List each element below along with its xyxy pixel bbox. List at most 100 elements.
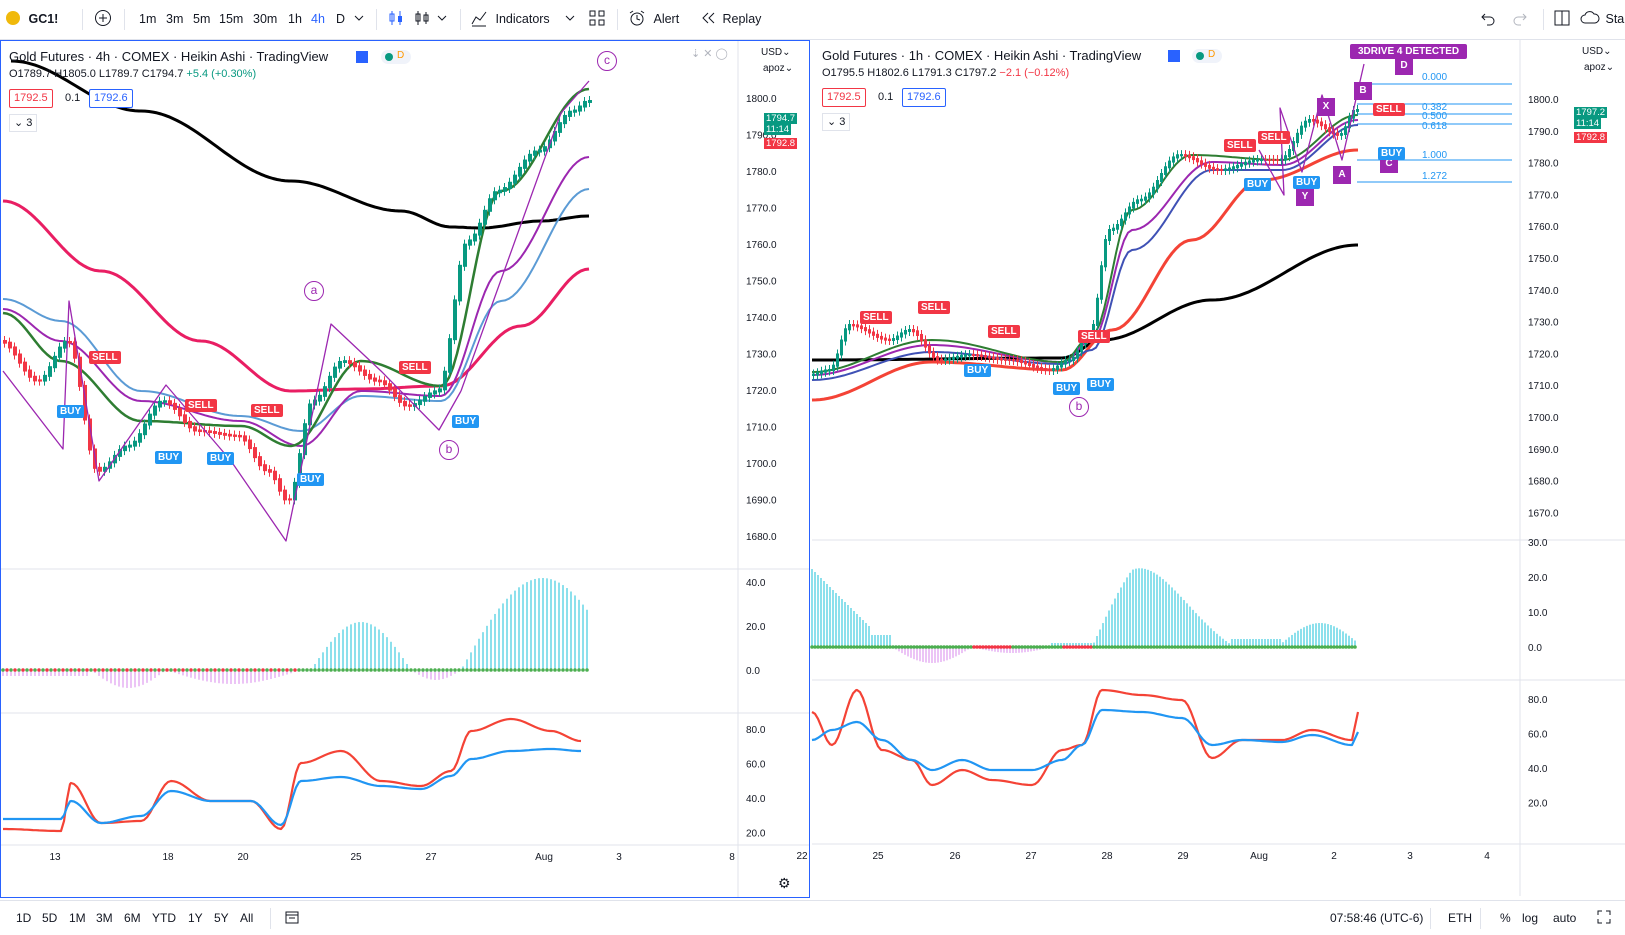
right-candle [1304, 120, 1307, 128]
left-candle [228, 433, 232, 437]
left-zero-dot [1, 668, 5, 672]
publish-button[interactable]: Sta [1580, 0, 1624, 39]
right-sell-price-button[interactable]: 1792.5 [822, 88, 866, 107]
layout-icon[interactable] [1553, 0, 1571, 39]
sell-signal: SELL [399, 361, 431, 374]
right-zero-dot [1095, 645, 1099, 649]
left-candle [493, 191, 497, 201]
left-zero-dot [13, 668, 17, 672]
left-currency-selector[interactable]: USD⌄ [761, 47, 791, 58]
log-scale-toggle[interactable]: log [1522, 911, 1539, 925]
left-candle [243, 435, 247, 442]
right-zero-dot [1209, 645, 1213, 649]
fib-level-1272: 1.272 [1422, 171, 1448, 182]
left-scale-mode[interactable]: apoz⌄ [763, 63, 794, 74]
right-indicators-toggle[interactable]: ⌄ 3 [822, 113, 851, 131]
left-time-tick: Aug [535, 852, 553, 863]
right-currency-selector[interactable]: USD⌄ [1582, 46, 1612, 57]
auto-scale-toggle[interactable]: auto [1553, 911, 1577, 925]
fullscreen-icon[interactable] [1596, 901, 1612, 935]
left-flag-icon[interactable] [356, 51, 368, 63]
left-candle [418, 399, 422, 406]
right-zero-dot [894, 645, 898, 649]
right-price-tick: 1800.0 [1528, 95, 1559, 106]
left-buy-price-button[interactable]: 1792.6 [89, 89, 133, 108]
interval-1m[interactable]: 1m [139, 12, 157, 26]
interval-1h[interactable]: 1h [288, 12, 302, 26]
indicators-chevron-icon[interactable] [565, 0, 575, 39]
left-zero-dot [349, 668, 353, 672]
replay-button[interactable]: Replay [700, 0, 761, 39]
right-zero-dot [936, 645, 940, 649]
alert-button[interactable]: Alert [628, 0, 679, 39]
right-buy-price-button[interactable]: 1792.6 [902, 88, 946, 107]
left-zero-dot [305, 668, 309, 672]
session-selector[interactable]: ETH [1448, 911, 1472, 925]
templates-grid-icon[interactable] [588, 0, 606, 39]
percent-scale-toggle[interactable]: % [1500, 911, 1511, 925]
right-zero-dot [924, 645, 928, 649]
right-candle [840, 339, 843, 356]
clock-timezone[interactable]: 07:58:46 (UTC-6) [1330, 911, 1424, 925]
right-zero-dot [1119, 645, 1123, 649]
right-zero-dot [846, 645, 850, 649]
right-time-tick: 4 [1484, 851, 1490, 862]
chevron-down-icon: ⌄ [827, 116, 837, 128]
left-zero-dot [201, 668, 205, 672]
range-6M[interactable]: 6M [124, 911, 141, 925]
range-1M[interactable]: 1M [69, 911, 86, 925]
left-zero-dot [177, 668, 181, 672]
left-candle [103, 466, 107, 472]
right-zero-dot [1023, 645, 1027, 649]
range-5Y[interactable]: 5Y [214, 911, 229, 925]
interval-4h[interactable]: 4h [311, 12, 325, 26]
range-3M[interactable]: 3M [96, 911, 113, 925]
left-chart-canvas[interactable]: 1800.0 1790.0 1780.0 1770.0 1760.0 1750.0 1740… [1, 41, 809, 897]
left-sell-price-button[interactable]: 1792.5 [9, 89, 53, 108]
interval-D[interactable]: D [336, 12, 346, 26]
left-candle [138, 433, 142, 443]
candles-icon[interactable] [413, 0, 431, 39]
right-zero-dot [1263, 645, 1267, 649]
right-zero-dot [1047, 645, 1051, 649]
right-flag-icon[interactable] [1168, 50, 1180, 62]
interval-3m[interactable]: 3m [166, 12, 184, 26]
interval-15m[interactable]: 15m [219, 12, 244, 26]
interval-dropdown-chevron-icon[interactable] [354, 0, 364, 39]
range-1D[interactable]: 1D [16, 911, 32, 925]
range-All[interactable]: All [240, 911, 254, 925]
chart-type-chevron-icon[interactable] [437, 0, 447, 39]
left-candle [458, 264, 462, 302]
right-candle [972, 354, 975, 357]
left-pane-controls[interactable]: ⇣ ✕ ◯ [691, 48, 728, 60]
right-scale-mode[interactable]: apoz⌄ [1584, 62, 1615, 73]
left-settings-gear-icon[interactable]: ⚙ [778, 875, 791, 891]
range-1Y[interactable]: 1Y [188, 911, 203, 925]
right-chart-canvas[interactable]: 1800.0 1790.0 1780.0 1770.0 1760.0 1750.0 1740… [796, 40, 1625, 896]
bar-style-icon[interactable] [387, 0, 405, 39]
right-zero-dot [1137, 645, 1141, 649]
symbol-search-button[interactable]: GC1! [6, 0, 58, 39]
right-zero-dot [1020, 645, 1024, 649]
compare-add-icon[interactable] [94, 0, 112, 39]
left-zero-dot [581, 668, 585, 672]
right-rsi-tick: 40.0 [1528, 764, 1548, 775]
right-candle [1352, 109, 1355, 119]
right-candle [892, 338, 895, 341]
date-range-calendar-icon[interactable] [284, 901, 300, 935]
left-candle [583, 100, 587, 108]
right-candle [1232, 166, 1235, 170]
right-osc-tick: 0.0 [1528, 643, 1542, 654]
redo-icon[interactable] [1512, 0, 1528, 39]
interval-30m[interactable]: 30m [253, 12, 278, 26]
range-5D[interactable]: 5D [42, 911, 58, 925]
interval-5m[interactable]: 5m [193, 12, 211, 26]
right-chart-pane[interactable]: 1800.0 1790.0 1780.0 1770.0 1760.0 1750.0 1740… [796, 40, 1625, 898]
right-candle [1296, 132, 1299, 144]
range-YTD[interactable]: YTD [152, 911, 176, 925]
undo-icon[interactable] [1480, 0, 1496, 39]
left-chart-pane[interactable]: 1800.0 1790.0 1780.0 1770.0 1760.0 1750.0 1740… [0, 40, 810, 898]
left-candle [288, 498, 292, 501]
left-indicators-toggle[interactable]: ⌄ 3 [9, 114, 38, 132]
indicators-button[interactable]: Indicators [470, 0, 550, 39]
